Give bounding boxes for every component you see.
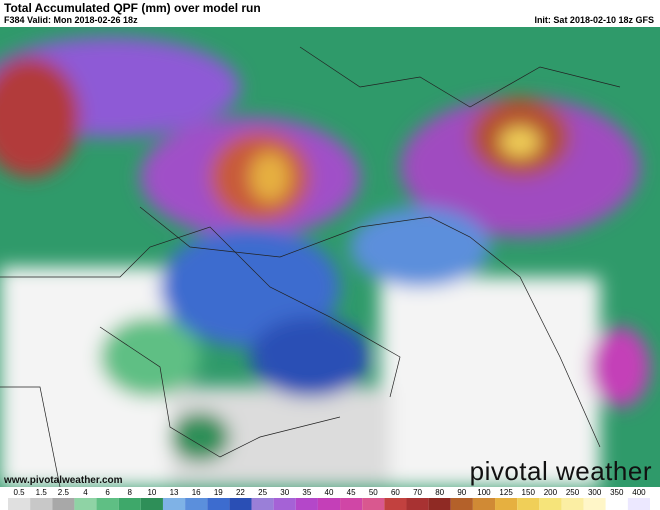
scale-swatch: [96, 498, 119, 510]
scale-swatch: [251, 498, 274, 510]
scale-swatch: [140, 498, 163, 510]
init-time: Init: Sat 2018-02-10 18z GFS: [534, 15, 654, 25]
scale-label: 400: [632, 488, 646, 497]
scale-label: 250: [566, 488, 580, 497]
scale-swatch: [428, 498, 451, 510]
scale-label: 200: [544, 488, 558, 497]
scale-swatch: [118, 498, 141, 510]
scale-label: 125: [499, 488, 513, 497]
scale-swatch: [207, 498, 230, 510]
scale-swatch: [295, 498, 318, 510]
scale-label: 80: [435, 488, 444, 497]
scale-swatch: [340, 498, 363, 510]
scale-swatch: [162, 498, 186, 510]
scale-label: 50: [369, 488, 378, 497]
scale-swatch: [539, 498, 562, 510]
scale-label: 30: [280, 488, 289, 497]
scale-swatch: [472, 498, 496, 510]
scale-swatch: [627, 498, 650, 510]
scale-label: 60: [391, 488, 400, 497]
scale-label: 70: [413, 488, 422, 497]
scale-swatch: [317, 498, 341, 510]
valid-time: F384 Valid: Mon 2018-02-26 18z: [4, 15, 138, 25]
scale-label: 1.5: [36, 488, 48, 497]
scale-swatch: [30, 498, 53, 510]
scale-label: 22: [236, 488, 245, 497]
scale-label: 0.5: [14, 488, 26, 497]
color-scale: 0.5 1.5 2.5 4 6 8 10 13 16 19 22 25 30 35 40 45 50 60 70 80…: [8, 488, 650, 510]
scale-swatch: [583, 498, 606, 510]
scale-swatch: [561, 498, 584, 510]
scale-label: 25: [258, 488, 267, 497]
scale-label: 6: [105, 488, 110, 497]
website: www.pivotalweather.com: [4, 475, 123, 486]
map: [0, 27, 660, 487]
logo: pivotal weather: [469, 456, 652, 486]
scale-label: 100: [477, 488, 491, 497]
scale-label: 150: [522, 488, 536, 497]
scale-label: 13: [170, 488, 179, 497]
scale-label: 16: [192, 488, 201, 497]
scale-swatch: [273, 498, 296, 510]
scale-swatch: [517, 498, 540, 510]
scale-swatch: [52, 498, 75, 510]
scale-swatch: [605, 498, 628, 510]
scale-swatch: [229, 498, 252, 510]
scale-label: 40: [325, 488, 334, 497]
scale-label: 35: [302, 488, 311, 497]
scale-swatch: [384, 498, 407, 510]
scale-label: 10: [147, 488, 156, 497]
scale-label: 45: [347, 488, 356, 497]
scale-swatch: [74, 498, 97, 510]
header: Total Accumulated QPF (mm) over model ru…: [0, 0, 660, 27]
scale-swatch: [362, 498, 385, 510]
title: Total Accumulated QPF (mm) over model ru…: [4, 1, 261, 15]
scale-swatch: [406, 498, 429, 510]
scale-swatch: [8, 498, 31, 510]
scale-label: 19: [214, 488, 223, 497]
scale-label: 8: [128, 488, 133, 497]
scale-swatch: [185, 498, 208, 510]
scale-label: 4: [83, 488, 88, 497]
scale-label: 350: [610, 488, 624, 497]
scale-swatch: [450, 498, 473, 510]
scale-swatch: [495, 498, 518, 510]
scale-label: 90: [457, 488, 466, 497]
scale-label: 300: [588, 488, 602, 497]
scale-label: 2.5: [58, 488, 70, 497]
